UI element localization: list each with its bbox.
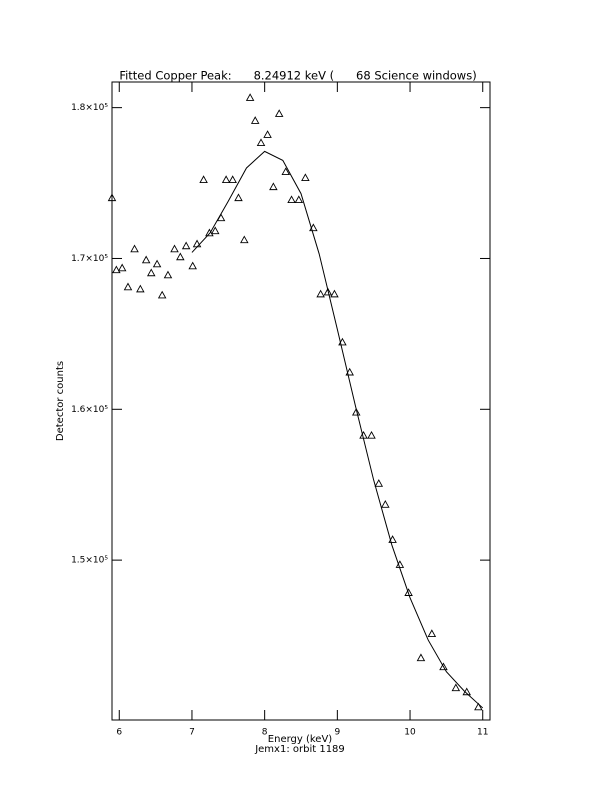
- data-point: [427, 629, 437, 637]
- data-point: [141, 255, 151, 264]
- data-point: [274, 109, 284, 117]
- y-axis-label: Detector counts: [55, 361, 66, 441]
- data-point: [210, 226, 220, 235]
- data-point: [404, 588, 413, 596]
- x-tick-label: 6: [116, 728, 122, 738]
- data-point: [381, 500, 390, 508]
- data-point: [170, 244, 179, 253]
- fit-curve: [191, 150, 484, 709]
- data-point: [345, 367, 354, 376]
- chart-title: Fitted Copper Peak: 8.24912 keV ( 68 Sci…: [119, 69, 476, 83]
- data-point: [245, 93, 255, 101]
- data-point: [416, 653, 426, 662]
- x-tick-label: 7: [189, 728, 195, 738]
- data-point: [250, 116, 260, 124]
- data-point: [188, 261, 197, 270]
- footer: Jemx1: orbit 1189: [254, 744, 345, 755]
- data-point: [301, 173, 310, 182]
- data-point: [130, 244, 139, 253]
- data-point: [157, 290, 167, 299]
- y-tick-label: 1.7×10⁵: [71, 254, 108, 264]
- data-point: [287, 195, 296, 204]
- data-point: [234, 193, 243, 202]
- data-point: [374, 479, 384, 487]
- data-point: [316, 289, 325, 298]
- data-point: [117, 263, 127, 272]
- x-tick-label: 10: [404, 728, 416, 738]
- data-point: [330, 289, 339, 298]
- plot-frame: [111, 81, 491, 721]
- data-point: [269, 182, 278, 191]
- data-point: [294, 195, 304, 204]
- data-point: [263, 130, 272, 138]
- data-point: [205, 228, 214, 237]
- data-point: [439, 662, 448, 671]
- x-tick-label: 11: [477, 728, 488, 738]
- x-axis-label: Energy (keV): [268, 734, 333, 745]
- data-point: [112, 265, 121, 274]
- data-point: [474, 702, 483, 711]
- data-point: [181, 241, 191, 250]
- data-point: [351, 407, 361, 416]
- data-point: [451, 683, 461, 692]
- data-point: [281, 167, 290, 175]
- x-tick-label: 9: [334, 728, 340, 738]
- x-tick-label: 8: [262, 728, 268, 738]
- y-tick-label: 1.8×10⁵: [71, 103, 108, 113]
- data-point: [323, 287, 333, 296]
- data-point: [221, 175, 231, 183]
- data-point: [388, 535, 397, 543]
- data-point: [256, 138, 266, 147]
- data-point: [163, 270, 173, 279]
- data-point: [228, 175, 237, 183]
- data-point: [367, 430, 376, 439]
- data-point: [152, 259, 162, 268]
- data-point: [146, 268, 156, 277]
- data-point: [136, 284, 145, 293]
- data-point: [107, 193, 117, 202]
- y-tick-label: 1.6×10⁵: [71, 405, 108, 415]
- data-point: [176, 252, 185, 261]
- data-point: [199, 175, 208, 183]
- y-tick-label: 1.5×10⁵: [71, 556, 108, 566]
- data-point: [123, 282, 133, 291]
- data-point: [240, 235, 249, 244]
